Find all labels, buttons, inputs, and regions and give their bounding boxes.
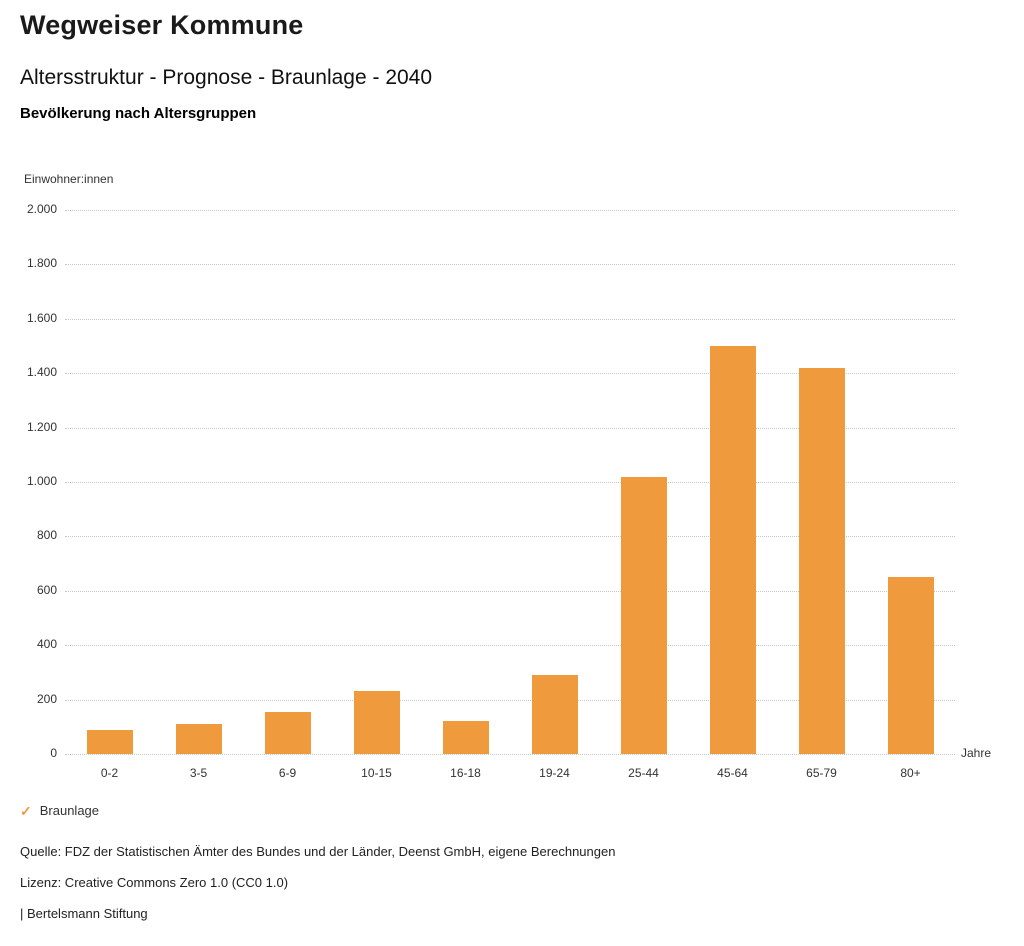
gridline bbox=[65, 318, 955, 320]
y-tick-label: 800 bbox=[36, 528, 57, 543]
y-tick-label: 1.400 bbox=[26, 365, 57, 380]
legend-check-icon: ✓ bbox=[20, 802, 32, 819]
x-tick-label: 3-5 bbox=[189, 766, 208, 780]
bar-3-5[interactable] bbox=[175, 724, 222, 754]
legend-item-braunlage[interactable]: ✓ Braunlage bbox=[20, 803, 99, 818]
y-tick-label: 200 bbox=[36, 691, 57, 706]
x-tick-label: 16-18 bbox=[450, 766, 481, 780]
legend-label: Braunlage bbox=[39, 803, 100, 818]
bar-0-2[interactable] bbox=[86, 729, 133, 754]
x-tick-label: 6-9 bbox=[278, 766, 297, 780]
gridline bbox=[65, 699, 955, 701]
y-axis-title: Einwohner:innen bbox=[24, 172, 114, 186]
gridline bbox=[65, 373, 955, 375]
bar-19-24[interactable] bbox=[531, 675, 578, 754]
plot-area: 0 200 400 600 800 1.000 1.200 1.400 1.600 1.800 2.… bbox=[27, 202, 955, 780]
x-tick-label: 19-24 bbox=[539, 766, 570, 780]
bar-80+[interactable] bbox=[887, 577, 934, 754]
bar-25-44[interactable] bbox=[620, 476, 667, 754]
chart-heading: Bevölkerung nach Altersgruppen bbox=[20, 105, 257, 122]
gridline bbox=[65, 590, 955, 592]
y-tick-label: 0 bbox=[50, 746, 57, 760]
y-tick-label: 1.000 bbox=[26, 474, 57, 488]
bar-10-15[interactable] bbox=[353, 691, 400, 754]
gridline bbox=[65, 536, 955, 538]
x-tick-label: 10-15 bbox=[361, 766, 392, 780]
bar-65-79[interactable] bbox=[798, 367, 845, 754]
x-tick-label: 0-2 bbox=[100, 766, 119, 780]
bar-6-9[interactable] bbox=[264, 711, 311, 754]
x-tick-label: 25-44 bbox=[628, 766, 659, 780]
page-title: Wegweiser Kommune bbox=[20, 10, 304, 40]
y-tick-label: 1.200 bbox=[26, 419, 57, 434]
y-tick-label: 2.000 bbox=[26, 202, 57, 216]
gridline bbox=[65, 264, 955, 266]
y-tick-label: 600 bbox=[36, 582, 57, 597]
x-tick-label: 65-79 bbox=[806, 766, 837, 780]
bar-45-64[interactable] bbox=[709, 346, 756, 754]
gridline bbox=[65, 645, 955, 647]
x-axis-title: Jahre bbox=[961, 746, 992, 760]
gridline bbox=[65, 482, 955, 483]
source-text: Quelle: FDZ der Statistischen Ämter des … bbox=[20, 844, 616, 859]
y-tick-label: 1.600 bbox=[26, 310, 57, 325]
gridline bbox=[65, 210, 955, 211]
y-tick-label: 1.800 bbox=[26, 256, 57, 271]
x-tick-label: 80+ bbox=[900, 766, 921, 780]
license-text: Lizenz: Creative Commons Zero 1.0 (CC0 1… bbox=[20, 875, 289, 890]
gridline bbox=[65, 754, 955, 755]
bar-16-18[interactable] bbox=[442, 721, 489, 754]
chart-subtitle: Altersstruktur - Prognose - Braunlage - … bbox=[20, 66, 433, 89]
x-tick-label: 45-64 bbox=[717, 766, 748, 780]
y-tick-label: 400 bbox=[36, 637, 57, 652]
brand-text: | Bertelsmann Stiftung bbox=[20, 906, 148, 921]
gridline bbox=[65, 427, 955, 429]
